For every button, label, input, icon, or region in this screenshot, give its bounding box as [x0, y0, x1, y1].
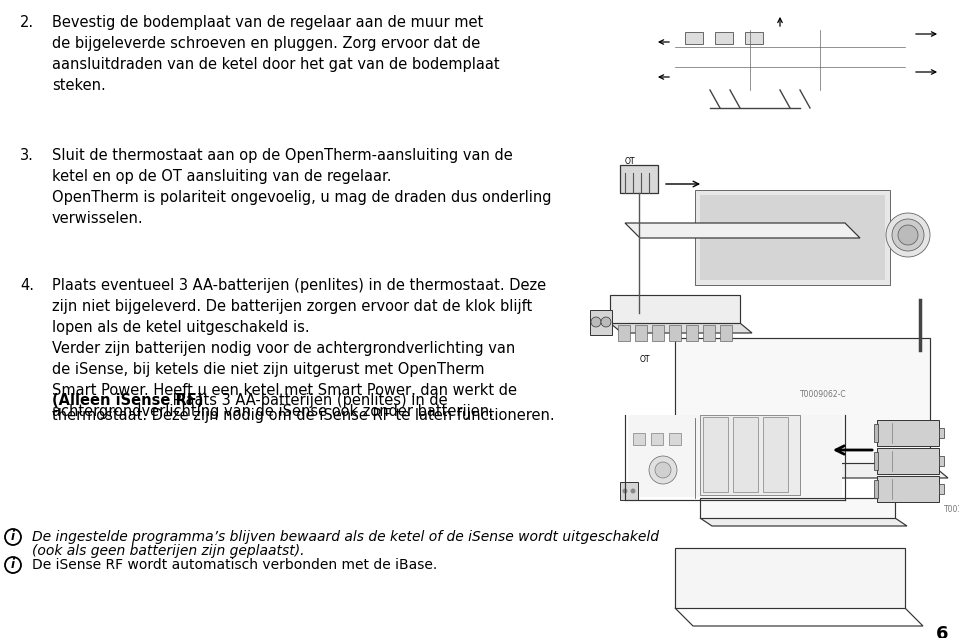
Text: OT: OT — [640, 355, 650, 364]
Text: i: i — [11, 558, 15, 572]
Bar — [939, 428, 944, 438]
Bar — [877, 476, 939, 502]
Text: thermostaat. Deze zijn nodig om de iSense RF te laten functioneren.: thermostaat. Deze zijn nodig om de iSens… — [52, 408, 554, 423]
Bar — [877, 420, 939, 446]
Circle shape — [601, 317, 611, 327]
Text: 3.: 3. — [20, 148, 34, 163]
Bar — [633, 433, 645, 445]
Bar — [745, 32, 763, 44]
Bar — [874, 424, 878, 442]
Polygon shape — [675, 463, 948, 478]
Bar — [669, 325, 681, 341]
Text: 6: 6 — [935, 625, 948, 638]
Text: T0009062-C: T0009062-C — [800, 390, 847, 399]
Bar — [620, 482, 638, 500]
Bar — [686, 325, 698, 341]
Bar — [874, 480, 878, 498]
Bar — [669, 433, 681, 445]
Circle shape — [655, 462, 671, 478]
Text: Sluit de thermostaat aan op de OpenTherm-aansluiting van de
ketel en op de OT aa: Sluit de thermostaat aan op de OpenTherm… — [52, 148, 551, 226]
Bar — [733, 417, 758, 492]
Bar — [877, 448, 939, 474]
Polygon shape — [625, 223, 860, 238]
Text: (ook als geen batterijen zijn geplaatst).: (ook als geen batterijen zijn geplaatst)… — [32, 544, 305, 558]
Circle shape — [898, 225, 918, 245]
Polygon shape — [700, 518, 907, 526]
Polygon shape — [610, 323, 752, 333]
Polygon shape — [700, 498, 895, 518]
Bar — [651, 433, 663, 445]
Bar — [628, 415, 842, 497]
Text: De ingestelde programma’s blijven bewaard als de ketel of de iSense wordt uitges: De ingestelde programma’s blijven bewaar… — [32, 530, 659, 544]
Bar — [703, 417, 728, 492]
Bar — [685, 32, 703, 44]
Text: (Alleen iSense RF): (Alleen iSense RF) — [52, 393, 203, 408]
Bar — [720, 325, 732, 341]
Polygon shape — [675, 548, 905, 608]
Text: Plaats eventueel 3 AA-batterijen (penlites) in de thermostaat. Deze
zijn niet bi: Plaats eventueel 3 AA-batterijen (penlit… — [52, 278, 546, 419]
Bar — [703, 325, 715, 341]
Circle shape — [892, 219, 924, 251]
Bar — [695, 190, 890, 285]
Circle shape — [622, 489, 627, 494]
Bar — [620, 165, 658, 193]
Circle shape — [886, 213, 930, 257]
Text: Bevestig de bodemplaat van de regelaar aan de muur met
de bijgeleverde schroeven: Bevestig de bodemplaat van de regelaar a… — [52, 15, 500, 93]
Bar — [939, 456, 944, 466]
Bar — [700, 195, 885, 280]
Circle shape — [630, 489, 636, 494]
Text: i: i — [11, 531, 15, 544]
Text: 2.: 2. — [20, 15, 35, 30]
Bar — [635, 325, 647, 341]
Text: De iSense RF wordt automatisch verbonden met de iBase.: De iSense RF wordt automatisch verbonden… — [32, 558, 437, 572]
Bar — [590, 310, 612, 335]
Text: OT: OT — [625, 157, 636, 166]
Bar — [652, 325, 664, 341]
Bar — [874, 452, 878, 470]
Bar — [763, 417, 788, 492]
Text: 4.: 4. — [20, 278, 34, 293]
Polygon shape — [610, 295, 740, 323]
Polygon shape — [675, 338, 930, 463]
Bar — [618, 325, 630, 341]
Bar — [700, 415, 800, 495]
Bar — [939, 484, 944, 494]
Bar — [715, 32, 733, 44]
Circle shape — [649, 456, 677, 484]
Text: T0010-42-B: T0010-42-B — [944, 505, 959, 514]
Text: Plaats 3 AA-batterijen (penlites) in de: Plaats 3 AA-batterijen (penlites) in de — [168, 393, 448, 408]
Circle shape — [591, 317, 601, 327]
